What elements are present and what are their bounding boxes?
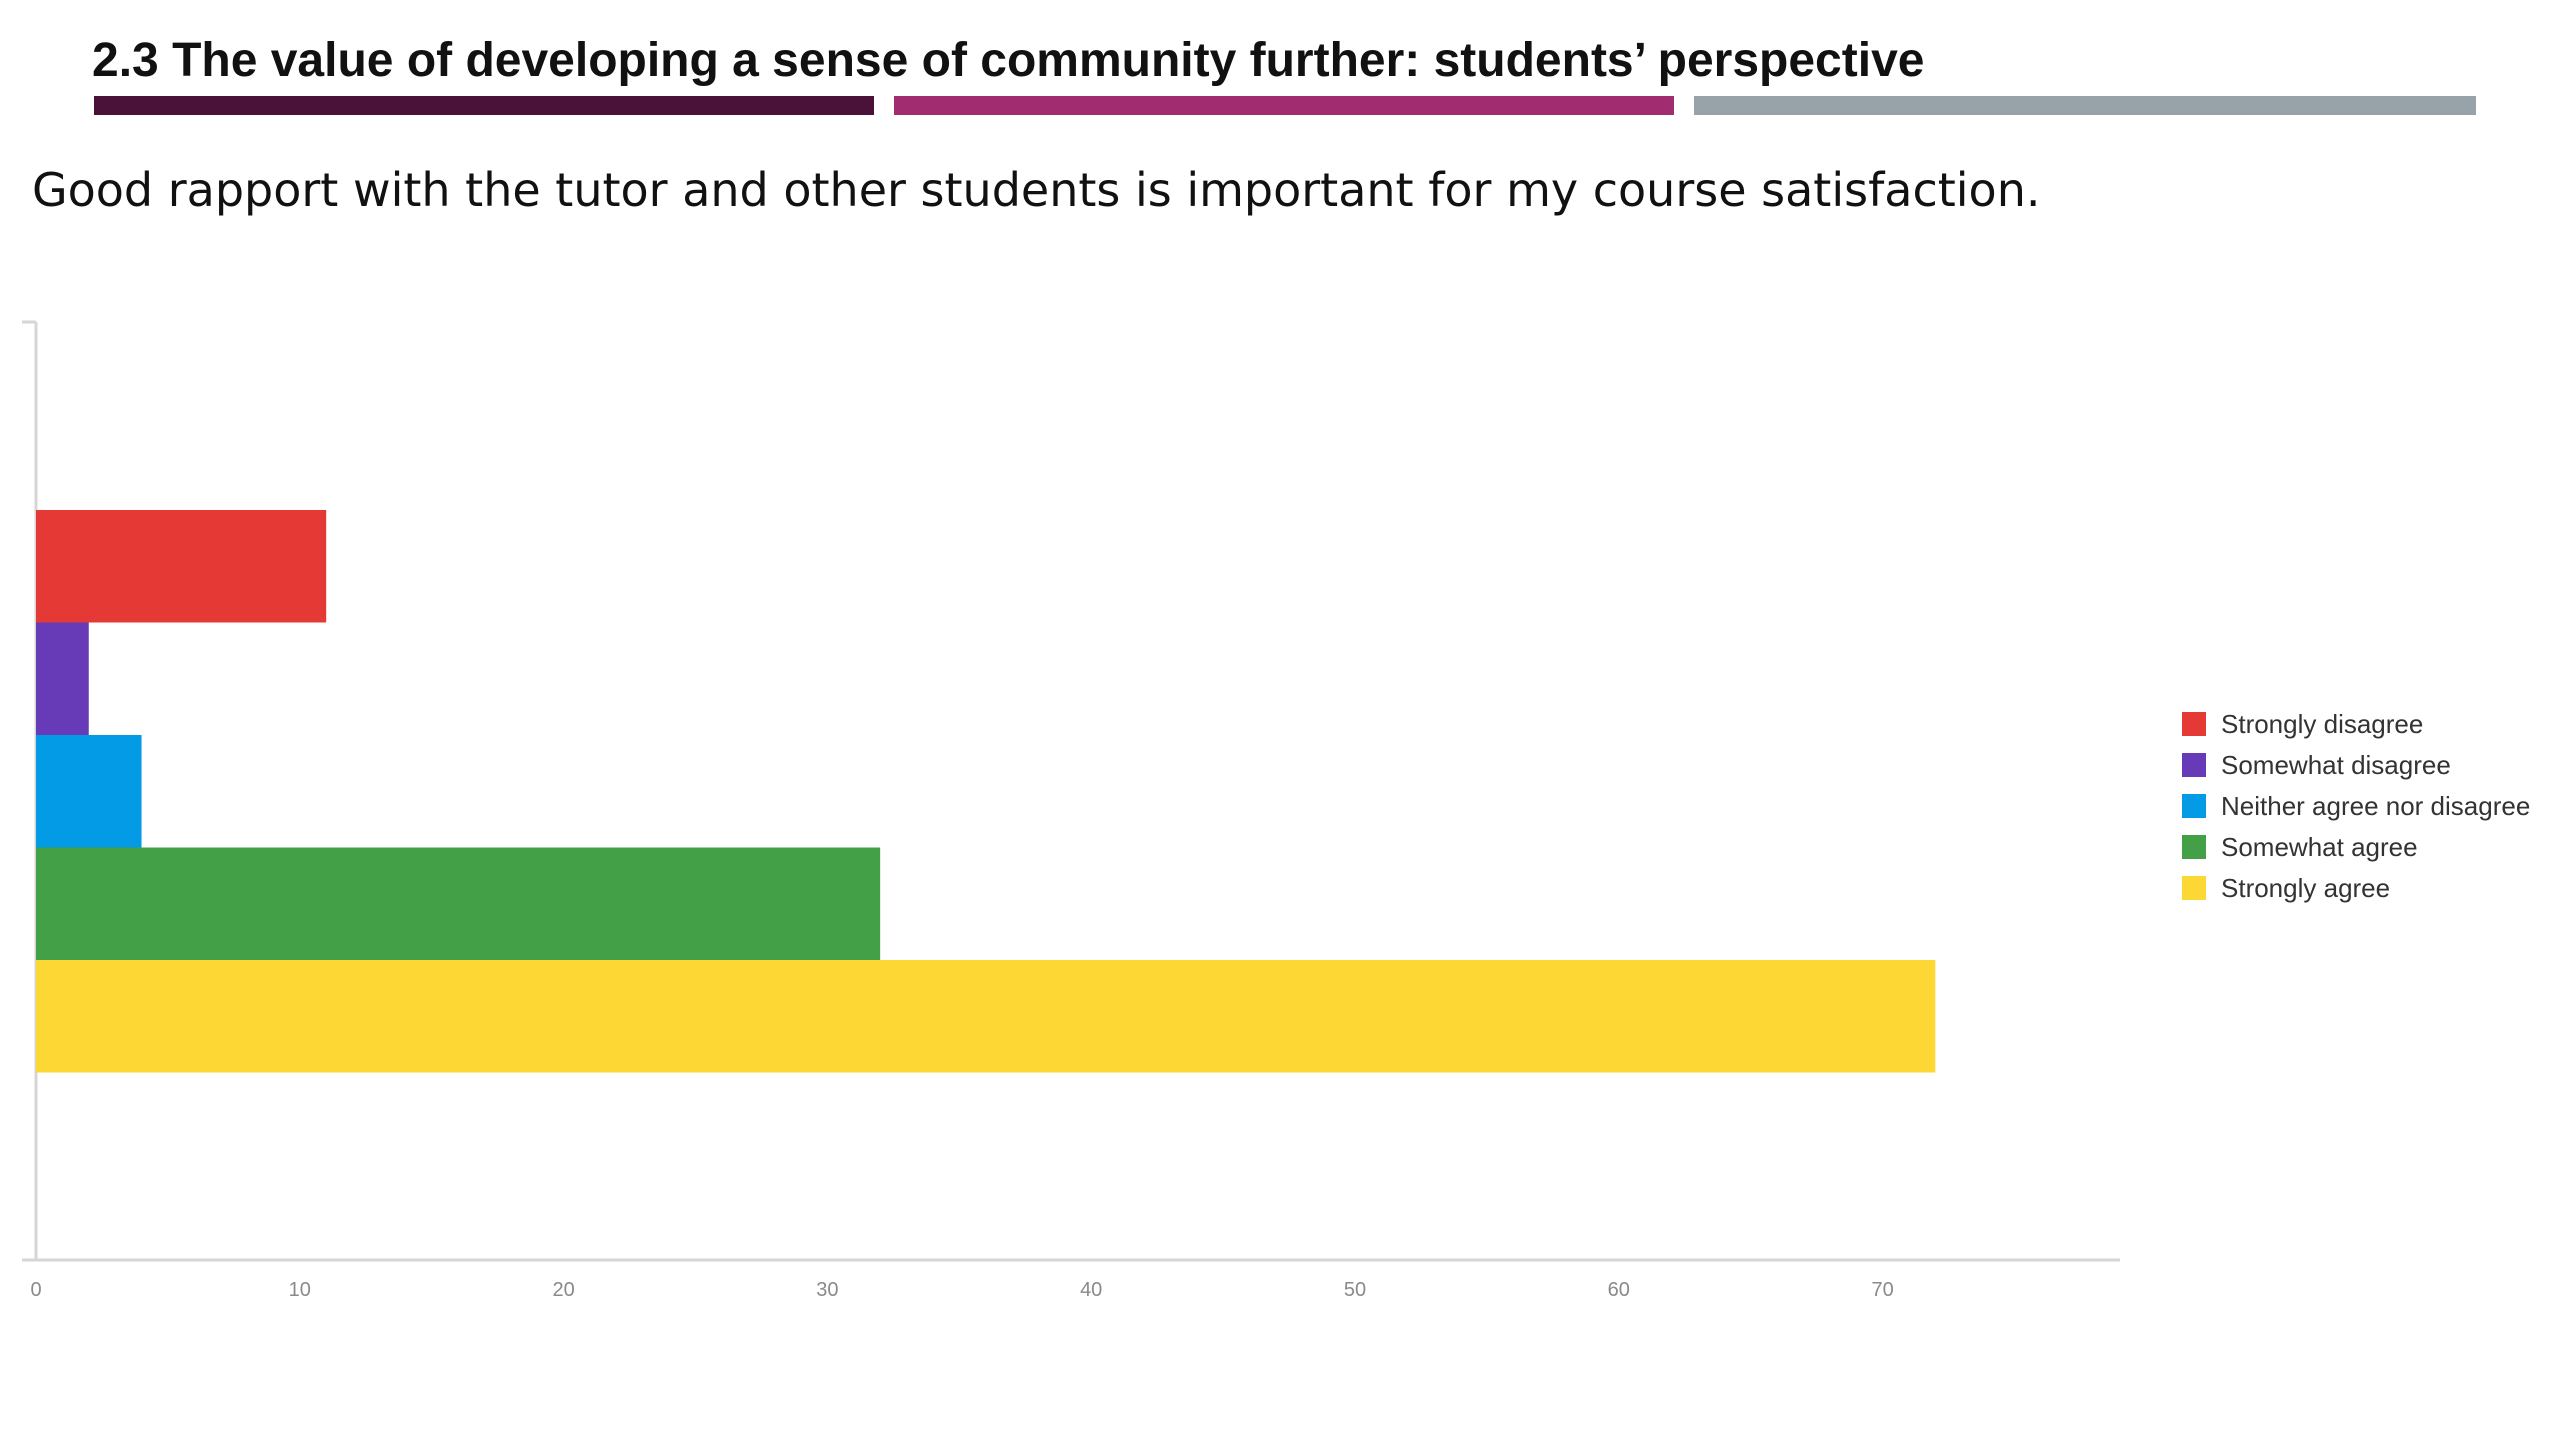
x-tick-label: 60 [1608,1279,1630,1301]
bar-somewhat-disagree [36,622,89,735]
slide-title: 2.3 The value of developing a sense of c… [92,34,1925,87]
legend-swatch [2182,794,2206,818]
title-bar-magenta [894,96,1674,115]
x-tick-label: 10 [289,1279,311,1301]
x-tick-label: 50 [1344,1279,1366,1301]
legend-label: Somewhat disagree [2221,750,2451,780]
title-bar-plum [94,96,874,115]
title-bar-grey [1694,96,2476,115]
bar-strongly-disagree [36,510,327,623]
bars [36,510,1936,1073]
x-tick-label: 0 [30,1279,41,1301]
legend-swatch [2182,753,2206,777]
legend: Strongly disagree Somewhat disagree Neithe… [2182,709,2530,903]
x-tick-label: 20 [552,1279,574,1301]
legend-swatch [2182,876,2206,900]
legend-swatch [2182,712,2206,736]
bar-strongly-agree [36,960,1936,1073]
legend-label: Strongly disagree [2221,709,2423,739]
x-tick-label: 70 [1871,1279,1893,1301]
x-tick-label: 40 [1080,1279,1102,1301]
x-tick-label: 30 [816,1279,838,1301]
survey-question: Good rapport with the tutor and other st… [32,163,2041,217]
legend-label: Neither agree nor disagree [2221,791,2530,821]
x-ticks: 0 10 20 30 40 50 60 70 [30,1279,1893,1301]
legend-label: Strongly agree [2221,873,2390,903]
legend-swatch [2182,835,2206,859]
bar-neither-agree-nor-disagree [36,735,142,848]
bar-somewhat-agree [36,847,881,960]
legend-label: Somewhat agree [2221,832,2418,862]
